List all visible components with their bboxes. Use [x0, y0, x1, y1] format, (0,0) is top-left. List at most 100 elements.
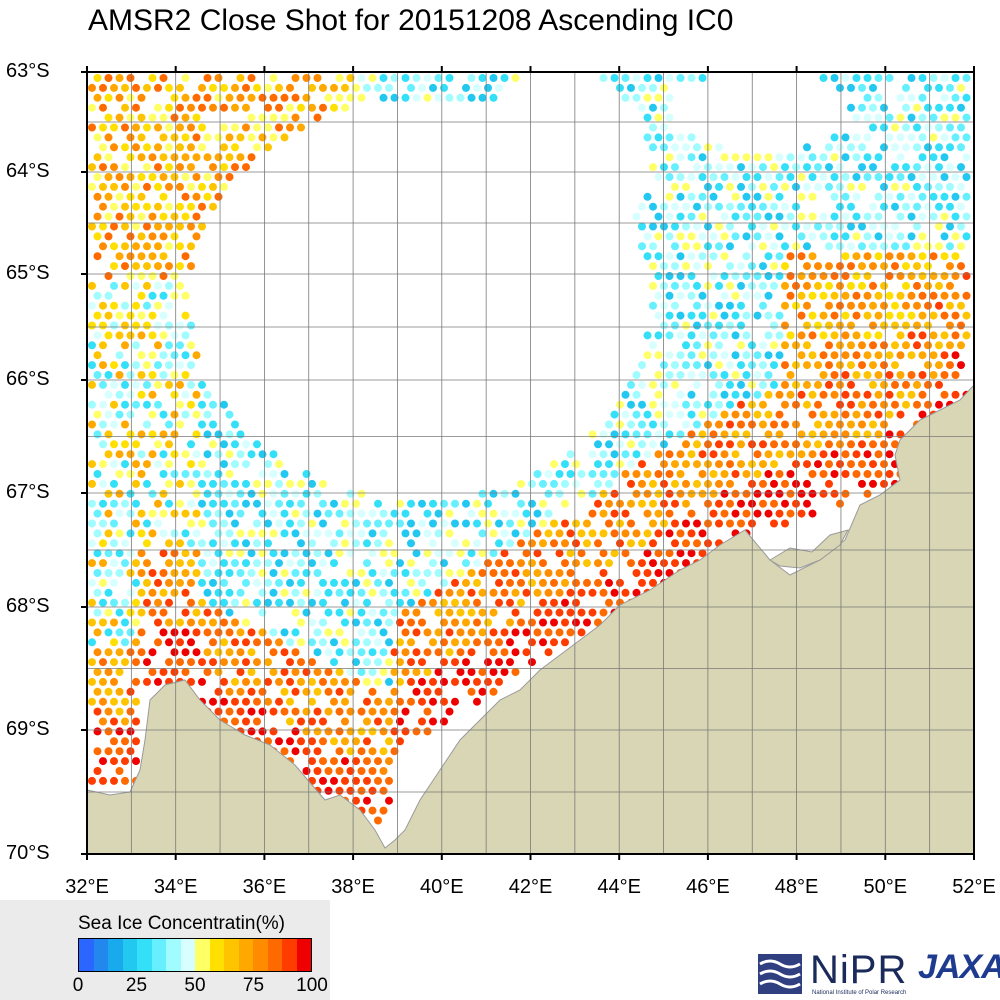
sea-ice-dot	[687, 212, 696, 221]
sea-ice-dot	[786, 450, 795, 459]
sea-ice-dot	[104, 707, 113, 716]
sea-ice-dot	[302, 93, 311, 102]
sea-ice-dot	[528, 618, 536, 627]
sea-ice-dot	[231, 697, 239, 706]
sea-ice-dot	[181, 608, 190, 617]
sea-ice-dot	[874, 351, 883, 360]
sea-ice-dot	[176, 539, 184, 548]
sea-ice-dot	[676, 351, 685, 360]
sea-ice-dot	[654, 311, 663, 320]
sea-ice-dot	[775, 331, 784, 340]
sea-ice-dot	[561, 598, 569, 607]
sea-ice-dot	[918, 291, 927, 300]
sea-ice-dot	[825, 262, 833, 271]
sea-ice-dot	[902, 321, 910, 330]
sea-ice-dot	[825, 440, 833, 449]
sea-ice-dot	[137, 192, 146, 201]
sea-ice-dot	[924, 202, 932, 211]
sea-ice-dot	[275, 460, 283, 469]
sea-ice-dot	[159, 133, 168, 142]
sea-ice-dot	[379, 509, 388, 518]
sea-ice-dot	[159, 331, 168, 340]
sea-ice-dot	[478, 529, 487, 538]
sea-ice-dot	[737, 202, 745, 211]
sea-ice-dot	[280, 133, 289, 142]
sea-ice-dot	[891, 123, 899, 132]
sea-ice-dot	[654, 291, 663, 300]
sea-ice-dot	[654, 410, 663, 419]
sea-ice-dot	[374, 499, 382, 508]
sea-ice-dot	[863, 331, 872, 340]
sea-ice-dot	[170, 371, 179, 379]
sea-ice-dot	[165, 143, 173, 152]
sea-ice-dot	[742, 390, 751, 399]
sea-ice-dot	[137, 569, 146, 577]
sea-ice-dot	[99, 103, 107, 112]
sea-ice-dot	[115, 628, 124, 637]
sea-ice-dot	[940, 133, 949, 142]
lon-label: 34°E	[153, 876, 198, 898]
sea-ice-dot	[390, 747, 399, 756]
sea-ice-dot	[165, 182, 173, 191]
sea-ice-dot	[148, 74, 157, 82]
sea-ice-dot	[726, 460, 734, 469]
sea-ice-dot	[511, 74, 520, 82]
sea-ice-dot	[599, 470, 608, 478]
sea-ice-dot	[753, 470, 762, 478]
sea-ice-dot	[759, 499, 767, 508]
sea-ice-dot	[253, 677, 261, 686]
sea-ice-dot	[286, 103, 294, 112]
sea-ice-dot	[858, 460, 866, 469]
sea-ice-dot	[638, 499, 646, 508]
sea-ice-dot	[891, 400, 899, 409]
sea-ice-dot	[709, 489, 718, 498]
sea-ice-dot	[203, 390, 212, 399]
sea-ice-dot	[698, 470, 707, 478]
sea-ice-dot	[126, 272, 135, 280]
sea-ice-dot	[792, 182, 800, 191]
sea-ice-dot	[280, 529, 289, 538]
sea-ice-dot	[159, 371, 168, 379]
sea-ice-dot	[830, 410, 839, 419]
sea-ice-dot	[99, 420, 107, 429]
sea-ice-dot	[698, 430, 707, 439]
sea-ice-dot	[720, 509, 729, 518]
sea-ice-dot	[99, 321, 107, 330]
sea-ice-dot	[731, 470, 740, 478]
sea-ice-dot	[269, 509, 278, 518]
sea-ice-dot	[346, 549, 355, 558]
sea-ice-dot	[693, 242, 701, 251]
sea-ice-dot	[962, 74, 971, 82]
sea-ice-dot	[902, 182, 910, 191]
sea-ice-dot	[324, 786, 333, 795]
sea-ice-dot	[88, 321, 96, 330]
sea-ice-dot	[676, 173, 685, 181]
sea-ice-dot	[187, 103, 195, 112]
sea-ice-dot	[891, 143, 899, 152]
sea-ice-dot	[682, 222, 690, 231]
sea-ice-dot	[902, 103, 910, 112]
sea-ice-dot	[786, 173, 795, 181]
sea-ice-dot	[198, 658, 206, 667]
sea-ice-dot	[132, 638, 140, 647]
sea-ice-dot	[852, 410, 861, 419]
sea-ice-dot	[319, 677, 327, 686]
sea-ice-dot	[654, 430, 663, 439]
sea-ice-dot	[726, 440, 734, 449]
sea-ice-dot	[489, 74, 498, 82]
sea-ice-dot	[665, 430, 674, 439]
sea-ice-dot	[918, 113, 927, 122]
sea-ice-dot	[924, 380, 932, 389]
sea-ice-dot	[665, 351, 674, 360]
sea-ice-dot	[390, 93, 399, 102]
sea-ice-dot	[682, 519, 690, 528]
sea-ice-dot	[825, 380, 833, 389]
sea-ice-dot	[192, 133, 201, 142]
sea-ice-dot	[275, 83, 283, 92]
sea-ice-dot	[907, 291, 916, 300]
sea-ice-dot	[528, 539, 536, 548]
sea-ice-dot	[863, 489, 872, 498]
sea-ice-dot	[924, 301, 932, 310]
sea-ice-dot	[759, 361, 767, 370]
sea-ice-dot	[643, 450, 652, 459]
